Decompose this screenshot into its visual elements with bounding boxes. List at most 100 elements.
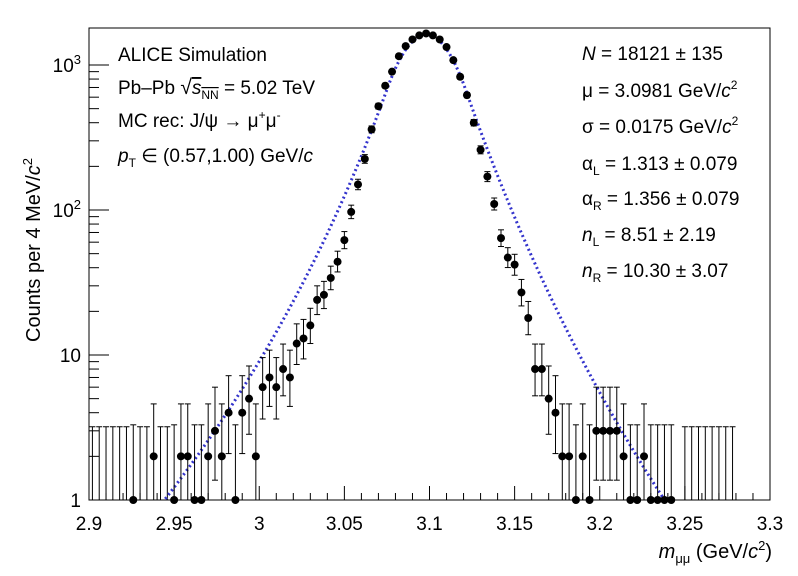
data-point bbox=[667, 424, 676, 504]
marker bbox=[449, 56, 458, 65]
marker bbox=[251, 452, 260, 461]
data-point bbox=[367, 125, 376, 134]
data-point bbox=[272, 357, 281, 420]
marker bbox=[585, 496, 594, 504]
data-point bbox=[299, 318, 308, 360]
marker bbox=[367, 125, 376, 134]
y-tick-label: 1 bbox=[70, 491, 81, 512]
data-point bbox=[428, 31, 437, 40]
x-axis-title: mμμ (GeV/c2) bbox=[659, 538, 772, 566]
data-point bbox=[238, 375, 247, 455]
marker bbox=[374, 102, 383, 111]
data-point bbox=[204, 403, 213, 500]
data-point bbox=[306, 307, 315, 345]
marker bbox=[176, 452, 185, 461]
data-point bbox=[197, 424, 206, 504]
fit-param-alpha-r: αR = 1.356 ± 0.079 bbox=[582, 189, 739, 213]
data-point bbox=[422, 29, 431, 38]
marker bbox=[333, 257, 342, 266]
x-tick-label: 3.15 bbox=[496, 514, 533, 535]
marker bbox=[285, 373, 294, 382]
marker bbox=[408, 35, 417, 44]
data-point bbox=[394, 52, 403, 61]
marker bbox=[490, 200, 499, 209]
data-point bbox=[210, 386, 219, 481]
data-point bbox=[388, 67, 397, 76]
data-point bbox=[326, 265, 335, 291]
marker bbox=[531, 365, 540, 374]
marker bbox=[388, 67, 397, 76]
data-point bbox=[653, 424, 662, 504]
marker bbox=[605, 426, 614, 435]
marker bbox=[435, 35, 444, 44]
marker bbox=[272, 383, 281, 392]
data-point bbox=[585, 424, 594, 504]
marker bbox=[646, 496, 655, 504]
data-point bbox=[483, 171, 492, 183]
marker bbox=[476, 145, 485, 154]
data-point bbox=[190, 424, 199, 504]
data-point bbox=[449, 56, 458, 65]
marker bbox=[245, 394, 254, 403]
data-point bbox=[571, 424, 580, 504]
data-point bbox=[469, 118, 478, 127]
marker bbox=[231, 496, 240, 504]
data-point bbox=[537, 343, 546, 397]
data-points bbox=[129, 29, 676, 504]
marker bbox=[394, 52, 403, 61]
marker bbox=[571, 496, 580, 504]
data-point bbox=[129, 424, 138, 504]
marker bbox=[462, 91, 471, 100]
marker bbox=[640, 452, 649, 461]
marker bbox=[129, 496, 138, 504]
marker bbox=[170, 496, 179, 504]
fit-param-sigma: σ = 0.0175 GeV/c2 bbox=[582, 114, 739, 138]
annotation-pt-range: pT ∈ (0.57,1.00) GeV/c bbox=[117, 146, 314, 170]
data-point bbox=[551, 375, 560, 455]
data-point bbox=[544, 365, 553, 435]
marker bbox=[483, 172, 492, 181]
marker bbox=[565, 452, 574, 461]
data-point bbox=[640, 403, 649, 500]
data-point bbox=[408, 35, 417, 44]
data-point bbox=[149, 403, 158, 500]
data-point bbox=[224, 375, 233, 455]
data-point bbox=[646, 424, 655, 504]
marker bbox=[183, 452, 192, 461]
data-point bbox=[381, 81, 390, 90]
marker bbox=[258, 383, 267, 392]
annotation-decay-channel: MC rec: J/ψ → μ+μ- bbox=[118, 108, 281, 132]
x-tick-labels: 2.9 2.95 3 3.05 3.1 3.15 3.2 3.25 3.3 bbox=[76, 514, 783, 535]
annotation-alice-simulation: ALICE Simulation bbox=[118, 45, 267, 66]
y-tick-label: 10 bbox=[60, 346, 81, 367]
marker bbox=[612, 426, 621, 435]
x-tick-label: 3.3 bbox=[757, 514, 783, 535]
marker bbox=[558, 452, 567, 461]
marker bbox=[619, 452, 628, 461]
marker bbox=[653, 496, 662, 504]
marker bbox=[660, 496, 669, 504]
x-tick-label: 3.2 bbox=[587, 514, 613, 535]
data-point bbox=[510, 253, 519, 276]
data-point bbox=[633, 424, 642, 504]
data-point bbox=[462, 91, 471, 100]
fit-param-alpha-l: αL = 1.313 ± 0.079 bbox=[582, 154, 737, 178]
fit-param-mu: μ = 3.0981 GeV/c2 bbox=[582, 78, 738, 102]
marker bbox=[551, 408, 560, 417]
marker bbox=[217, 452, 226, 461]
y-tick-label: 102 bbox=[53, 197, 81, 222]
data-point bbox=[183, 403, 192, 500]
x-tick-label: 2.95 bbox=[156, 514, 193, 535]
marker bbox=[442, 43, 451, 52]
data-point bbox=[258, 357, 267, 420]
marker bbox=[503, 253, 512, 262]
data-point bbox=[605, 386, 614, 481]
marker bbox=[306, 321, 315, 330]
marker bbox=[149, 452, 158, 461]
annotation-left: ALICE Simulation Pb–Pb √sNN = 5.02 TeV M… bbox=[117, 45, 315, 170]
data-point bbox=[497, 229, 506, 248]
marker bbox=[381, 81, 390, 90]
data-point bbox=[285, 349, 294, 407]
data-point bbox=[456, 72, 465, 81]
data-point bbox=[292, 323, 301, 366]
